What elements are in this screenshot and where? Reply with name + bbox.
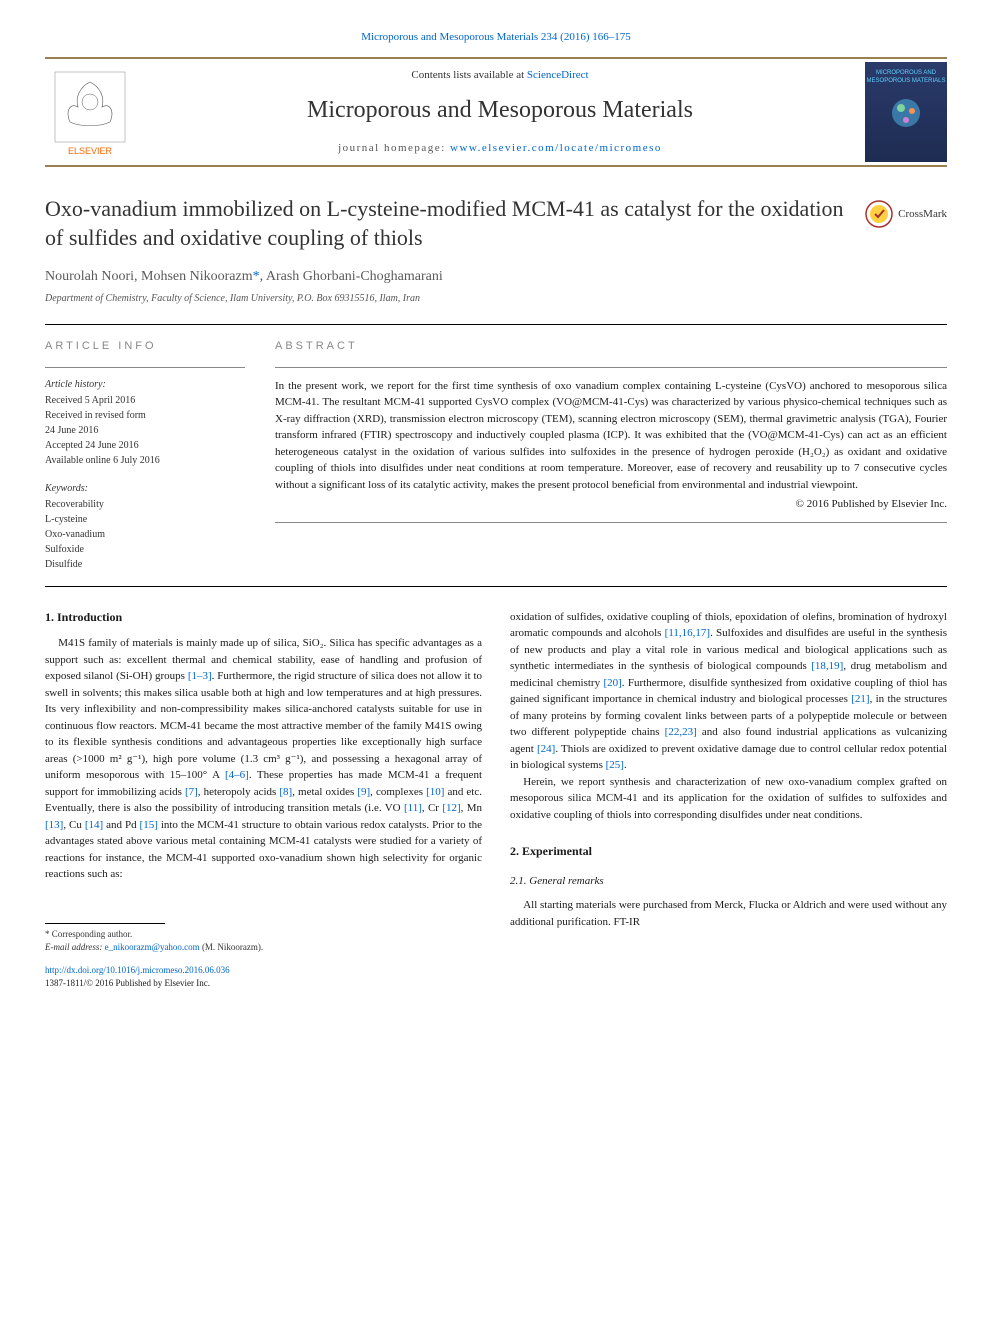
crossmark-icon xyxy=(864,199,894,229)
keyword: Oxo-vanadium xyxy=(45,528,245,542)
abstract-heading: ABSTRACT xyxy=(275,339,947,354)
ref-link[interactable]: [14] xyxy=(85,819,103,831)
keywords-label: Keywords: xyxy=(45,482,245,496)
ref-link[interactable]: [21] xyxy=(851,693,869,705)
history-item: Received 5 April 2016 xyxy=(45,394,245,408)
corr-author-label: * Corresponding author. xyxy=(45,928,482,941)
right-column: oxidation of sulfides, oxidative couplin… xyxy=(510,609,947,990)
ref-link[interactable]: [11] xyxy=(404,802,422,814)
article-info-heading: ARTICLE INFO xyxy=(45,339,245,354)
keyword: Recoverability xyxy=(45,498,245,512)
ref-link[interactable]: [10] xyxy=(426,786,444,798)
ref-link[interactable]: [11,16,17] xyxy=(665,627,710,639)
history-item: Accepted 24 June 2016 xyxy=(45,439,245,453)
keyword: Sulfoxide xyxy=(45,543,245,557)
history-item: 24 June 2016 xyxy=(45,424,245,438)
ref-link[interactable]: [22,23] xyxy=(665,726,697,738)
abstract-copyright: © 2016 Published by Elsevier Inc. xyxy=(275,497,947,512)
divider xyxy=(275,522,947,523)
elsevier-logo[interactable]: ELSEVIER xyxy=(45,62,135,162)
corresponding-footer: * Corresponding author. E-mail address: … xyxy=(45,923,482,989)
cover-title-1: MICROPOROUS AND xyxy=(876,70,936,77)
history-item: Received in revised form xyxy=(45,409,245,423)
intro-paragraph: M41S family of materials is mainly made … xyxy=(45,635,482,883)
sciencedirect-link[interactable]: ScienceDirect xyxy=(527,69,589,81)
keyword: L-cysteine xyxy=(45,513,245,527)
divider xyxy=(45,367,245,368)
crossmark-badge[interactable]: CrossMark xyxy=(864,199,947,234)
section-heading-intro: 1. Introduction xyxy=(45,609,482,626)
journal-title: Microporous and Mesoporous Materials xyxy=(135,94,865,128)
ref-link[interactable]: [12] xyxy=(442,802,460,814)
divider xyxy=(45,586,947,587)
authors: Nourolah Noori, Mohsen Nikoorazm*, Arash… xyxy=(45,267,947,287)
abstract-text: In the present work, we report for the f… xyxy=(275,378,947,494)
ref-link[interactable]: [9] xyxy=(357,786,370,798)
section-heading-experimental: 2. Experimental xyxy=(510,843,947,860)
ref-link[interactable]: [24] xyxy=(537,743,555,755)
ref-link[interactable]: [1–3] xyxy=(188,670,212,682)
ref-link[interactable]: [18,19] xyxy=(811,660,843,672)
ref-link[interactable]: [25] xyxy=(606,759,624,771)
corr-email-line: E-mail address: e_nikoorazm@yahoo.com (M… xyxy=(45,941,482,954)
ref-link[interactable]: [4–6] xyxy=(225,769,249,781)
svg-text:ELSEVIER: ELSEVIER xyxy=(68,146,113,156)
article-info-column: ARTICLE INFO Article history: Received 5… xyxy=(45,325,245,585)
corresponding-mark[interactable]: * xyxy=(253,269,260,284)
divider xyxy=(275,367,947,368)
journal-cover[interactable]: MICROPOROUS AND MESOPOROUS MATERIALS xyxy=(865,62,947,162)
abstract-column: ABSTRACT In the present work, we report … xyxy=(275,325,947,585)
left-column: 1. Introduction M41S family of materials… xyxy=(45,609,482,990)
ref-link[interactable]: [13] xyxy=(45,819,63,831)
contents-line: Contents lists available at ScienceDirec… xyxy=(135,68,865,83)
top-citation-link[interactable]: Microporous and Mesoporous Materials 234… xyxy=(361,31,630,43)
article-title: Oxo-vanadium immobilized on L-cysteine-m… xyxy=(45,195,947,252)
top-citation: Microporous and Mesoporous Materials 234… xyxy=(45,30,947,45)
homepage-line: journal homepage: www.elsevier.com/locat… xyxy=(135,141,865,156)
intro-paragraph-cont: oxidation of sulfides, oxidative couplin… xyxy=(510,609,947,774)
crossmark-label: CrossMark xyxy=(898,207,947,222)
cover-title-2: MESOPOROUS MATERIALS xyxy=(867,78,946,85)
ref-link[interactable]: [20] xyxy=(603,677,621,689)
remarks-paragraph: All starting materials were purchased fr… xyxy=(510,897,947,930)
ref-link[interactable]: [7] xyxy=(185,786,198,798)
keyword: Disulfide xyxy=(45,558,245,572)
ref-link[interactable]: [8] xyxy=(279,786,292,798)
homepage-link[interactable]: www.elsevier.com/locate/micromeso xyxy=(450,142,662,154)
history-label: Article history: xyxy=(45,378,245,392)
intro-paragraph-2: Herein, we report synthesis and characte… xyxy=(510,774,947,824)
issn-line: 1387-1811/© 2016 Published by Elsevier I… xyxy=(45,977,482,990)
journal-header: ELSEVIER Contents lists available at Sci… xyxy=(45,57,947,167)
corr-email-link[interactable]: e_nikoorazm@yahoo.com xyxy=(105,942,200,952)
affiliation: Department of Chemistry, Faculty of Scie… xyxy=(45,292,947,306)
subsection-heading-remarks: 2.1. General remarks xyxy=(510,874,947,889)
footer-divider xyxy=(45,923,165,924)
history-item: Available online 6 July 2016 xyxy=(45,454,245,468)
doi-link[interactable]: http://dx.doi.org/10.1016/j.micromeso.20… xyxy=(45,965,230,975)
ref-link[interactable]: [15] xyxy=(140,819,158,831)
